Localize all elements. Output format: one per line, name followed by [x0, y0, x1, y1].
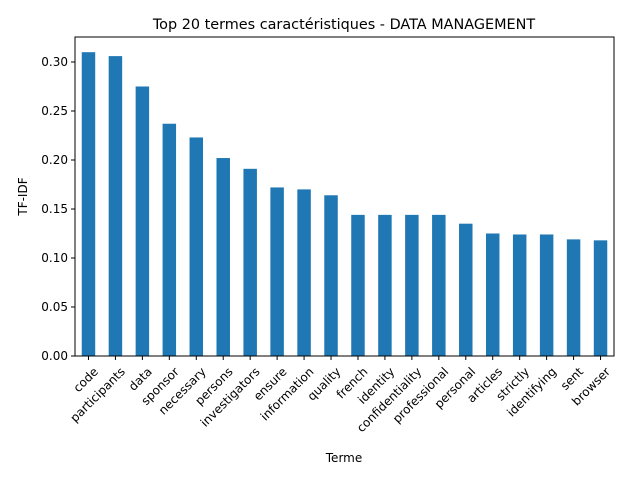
bar-quality [324, 195, 338, 356]
chart-title: Top 20 termes caractéristiques - DATA MA… [152, 17, 535, 33]
bar-sponsor [162, 123, 177, 356]
plot-frame [74, 36, 615, 357]
bar-participants [108, 56, 123, 357]
y-axis-label: TF-IDF [16, 177, 30, 216]
bar-ensure [270, 187, 284, 356]
bar-identity [378, 214, 392, 356]
bar-articles [485, 233, 500, 356]
y-tick-label: 0.15 [41, 202, 68, 216]
bar-french [351, 214, 365, 356]
bar-data [135, 86, 150, 357]
y-tick-label: 0.05 [41, 300, 68, 314]
y-tick-label: 0.00 [41, 349, 68, 363]
bar-persons [216, 158, 230, 356]
bar-information [297, 189, 311, 356]
x-axis-label: Terme [325, 451, 362, 465]
y-tick-label: 0.30 [41, 55, 68, 69]
bars-group [81, 52, 608, 357]
bar-identifying [539, 234, 554, 356]
x-axis: codeparticipantsdatasponsornecessarypers… [68, 356, 613, 435]
bar-necessary [189, 137, 204, 356]
bar-investigators [243, 168, 257, 356]
y-tick-label: 0.20 [41, 153, 68, 167]
bar-sent [566, 239, 581, 356]
bar-confidentiality [405, 214, 419, 356]
bar-strictly [512, 234, 527, 356]
y-tick-label: 0.10 [41, 251, 68, 265]
bar-professional [432, 214, 446, 356]
y-axis: 0.00 0.05 0.10 0.15 0.20 0.25 0.30 [41, 55, 75, 363]
bar-browser [593, 240, 608, 356]
bar-personal [459, 223, 473, 356]
y-tick-label: 0.25 [41, 104, 68, 118]
bar-code [81, 52, 96, 356]
